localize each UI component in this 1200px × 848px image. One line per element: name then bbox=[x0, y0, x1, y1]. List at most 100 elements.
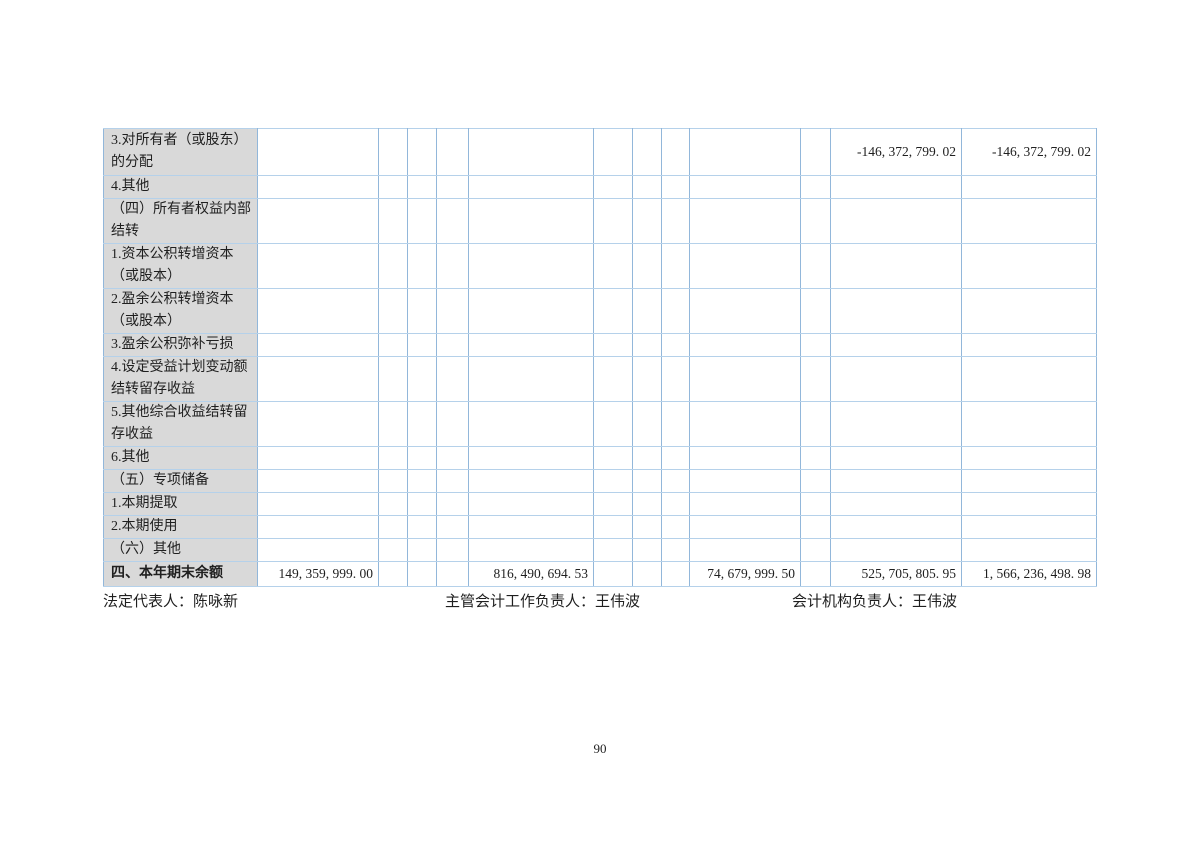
value-cell bbox=[830, 538, 962, 562]
value-cell bbox=[257, 128, 379, 176]
value-cell bbox=[632, 198, 662, 244]
value-cell bbox=[436, 175, 469, 199]
value-cell bbox=[661, 538, 690, 562]
value-cell bbox=[689, 401, 801, 447]
value-cell bbox=[407, 401, 437, 447]
value-cell bbox=[961, 243, 1097, 289]
row-label-cell: 2.本期使用 bbox=[103, 515, 258, 539]
value-cell bbox=[632, 333, 662, 357]
value-cell bbox=[436, 333, 469, 357]
value-cell bbox=[689, 538, 801, 562]
value-cell bbox=[961, 538, 1097, 562]
table-row: 1.本期提取 bbox=[103, 492, 1097, 516]
value-cell bbox=[436, 492, 469, 516]
value-cell bbox=[961, 446, 1097, 470]
value-cell bbox=[632, 128, 662, 176]
value-cell bbox=[593, 469, 633, 493]
value-cell bbox=[800, 401, 831, 447]
value-cell bbox=[593, 288, 633, 334]
value-cell bbox=[961, 469, 1097, 493]
value-cell bbox=[378, 356, 408, 402]
value-cell bbox=[661, 128, 690, 176]
row-label-cell: 4.设定受益计划变动额结转留存收益 bbox=[103, 356, 258, 402]
value-cell bbox=[800, 128, 831, 176]
value-cell bbox=[800, 469, 831, 493]
value-cell: -146, 372, 799. 02 bbox=[830, 128, 962, 176]
table-row: 2.本期使用 bbox=[103, 515, 1097, 539]
value-cell bbox=[378, 243, 408, 289]
value-cell bbox=[378, 128, 408, 176]
value-cell bbox=[593, 243, 633, 289]
value-cell bbox=[961, 198, 1097, 244]
value-cell bbox=[961, 515, 1097, 539]
table-row: 6.其他 bbox=[103, 446, 1097, 470]
value-cell bbox=[378, 401, 408, 447]
value-cell bbox=[661, 175, 690, 199]
value-cell bbox=[436, 446, 469, 470]
value-cell: 149, 359, 999. 00 bbox=[257, 561, 379, 587]
value-cell bbox=[689, 198, 801, 244]
value-cell bbox=[632, 492, 662, 516]
value-cell bbox=[593, 128, 633, 176]
row-label-cell: 6.其他 bbox=[103, 446, 258, 470]
value-cell bbox=[689, 356, 801, 402]
equity-statement-table: 3.对所有者（或股东）的分配 -146, 372, 799. 02 -146, 37… bbox=[103, 128, 1097, 587]
table-row: 4.其他 bbox=[103, 175, 1097, 199]
value-cell: -146, 372, 799. 02 bbox=[961, 128, 1097, 176]
value-cell bbox=[436, 401, 469, 447]
value-cell bbox=[436, 515, 469, 539]
value-cell bbox=[661, 243, 690, 289]
value-cell bbox=[468, 515, 594, 539]
value-cell bbox=[632, 243, 662, 289]
value-cell bbox=[378, 175, 408, 199]
value-cell bbox=[257, 538, 379, 562]
value-cell bbox=[632, 175, 662, 199]
value-cell bbox=[830, 198, 962, 244]
value-cell: 74, 679, 999. 50 bbox=[689, 561, 801, 587]
value-cell bbox=[661, 401, 690, 447]
value-cell bbox=[257, 515, 379, 539]
value-cell bbox=[257, 446, 379, 470]
value-cell bbox=[689, 492, 801, 516]
value-cell bbox=[661, 356, 690, 402]
value-cell bbox=[468, 128, 594, 176]
value-cell bbox=[378, 492, 408, 516]
value-cell bbox=[593, 356, 633, 402]
value-cell bbox=[830, 469, 962, 493]
value-cell bbox=[436, 243, 469, 289]
table-row: 四、本年期末余额 149, 359, 999. 00 816, 490, 694. … bbox=[103, 561, 1097, 587]
value-cell bbox=[257, 469, 379, 493]
value-cell bbox=[961, 492, 1097, 516]
value-cell bbox=[830, 288, 962, 334]
value-cell bbox=[593, 561, 633, 587]
value-cell bbox=[436, 356, 469, 402]
table-row: 3.对所有者（或股东）的分配 -146, 372, 799. 02 -146, 37… bbox=[103, 128, 1097, 176]
value-cell bbox=[661, 288, 690, 334]
value-cell bbox=[830, 243, 962, 289]
value-cell bbox=[378, 469, 408, 493]
row-label-cell: 1.本期提取 bbox=[103, 492, 258, 516]
value-cell bbox=[436, 128, 469, 176]
value-cell bbox=[689, 333, 801, 357]
value-cell bbox=[689, 243, 801, 289]
value-cell bbox=[378, 446, 408, 470]
value-cell bbox=[593, 446, 633, 470]
value-cell: 525, 705, 805. 95 bbox=[830, 561, 962, 587]
value-cell bbox=[257, 401, 379, 447]
value-cell bbox=[407, 128, 437, 176]
value-cell bbox=[468, 401, 594, 447]
value-cell bbox=[257, 175, 379, 199]
value-cell bbox=[661, 492, 690, 516]
value-cell bbox=[257, 333, 379, 357]
value-cell bbox=[468, 175, 594, 199]
value-cell bbox=[661, 515, 690, 539]
value-cell bbox=[830, 356, 962, 402]
value-cell bbox=[407, 243, 437, 289]
value-cell bbox=[468, 469, 594, 493]
value-cell bbox=[407, 561, 437, 587]
value-cell bbox=[661, 561, 690, 587]
value-cell bbox=[468, 333, 594, 357]
value-cell bbox=[632, 515, 662, 539]
value-cell bbox=[436, 538, 469, 562]
